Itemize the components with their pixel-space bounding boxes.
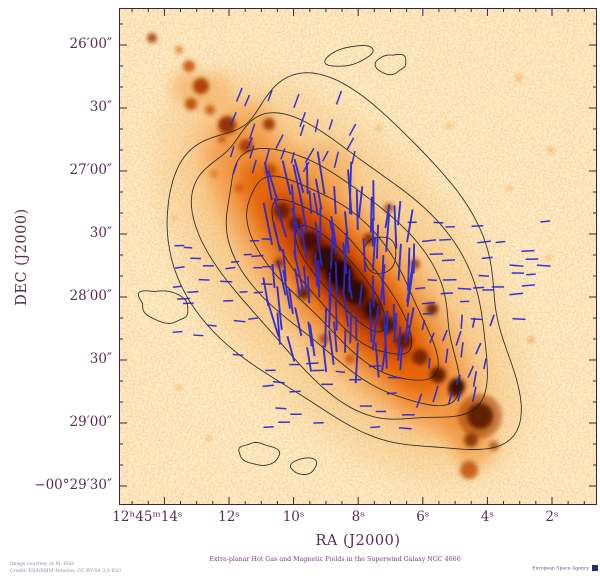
y-tick-label: 28′00″ [69,288,112,304]
y-tick-label: 27′00″ [69,162,112,178]
credit-line-2: Credit: ESA/XMM-Newton, CC BY-SA 3.0 IGO [10,569,121,574]
axis-ticks [119,8,597,505]
x-tick-label: 10ˢ [282,509,305,525]
bfield-vectors-0 [262,151,416,384]
credit-text: Image courtesy of M. Ehle Credit: ESA/XM… [10,561,121,575]
x-tick-label: 4ˢ [480,509,494,525]
bfield-vectors-4 [262,362,415,430]
esa-logo-icon [592,565,598,571]
bfield-vectors-3 [229,87,357,175]
y-tick-label: 30″ [89,99,112,115]
radio-contours [137,45,522,475]
y-tick-label: 30″ [89,225,112,241]
x-tick-label: 8ˢ [351,509,365,525]
galaxy-knots [147,33,554,479]
x-tick-label: 2ˢ [545,509,559,525]
bfield-vectors-5 [415,314,495,408]
ra-axis-title: RA (J2000) [315,533,401,549]
sky-map [119,8,597,505]
agency-label: European Space Agency [532,566,589,572]
agency-signature: European Space Agency [480,565,598,572]
bfield-vectors-6 [172,302,259,356]
bfield-vectors-1 [172,238,273,302]
y-tick-label: 30″ [89,351,112,367]
credit-line-1: Image courtesy of M. Ehle [10,562,75,567]
y-tick-label: −00°29′30″ [34,477,112,493]
y-tick-label: 26′00″ [69,36,112,52]
plot-frame [119,8,597,505]
sky-map-canvas [119,8,597,505]
bfield-vectors-2 [407,220,551,321]
y-tick-label: 29′00″ [69,414,112,430]
x-tick-label: 6ˢ [416,509,430,525]
x-tick-label: 12ʰ45ᵐ14ˢ [112,509,183,525]
x-tick-label: 12ˢ [218,509,240,525]
figure-caption: Extra-planar Hot Gas and Magnetic Fields… [209,556,461,563]
